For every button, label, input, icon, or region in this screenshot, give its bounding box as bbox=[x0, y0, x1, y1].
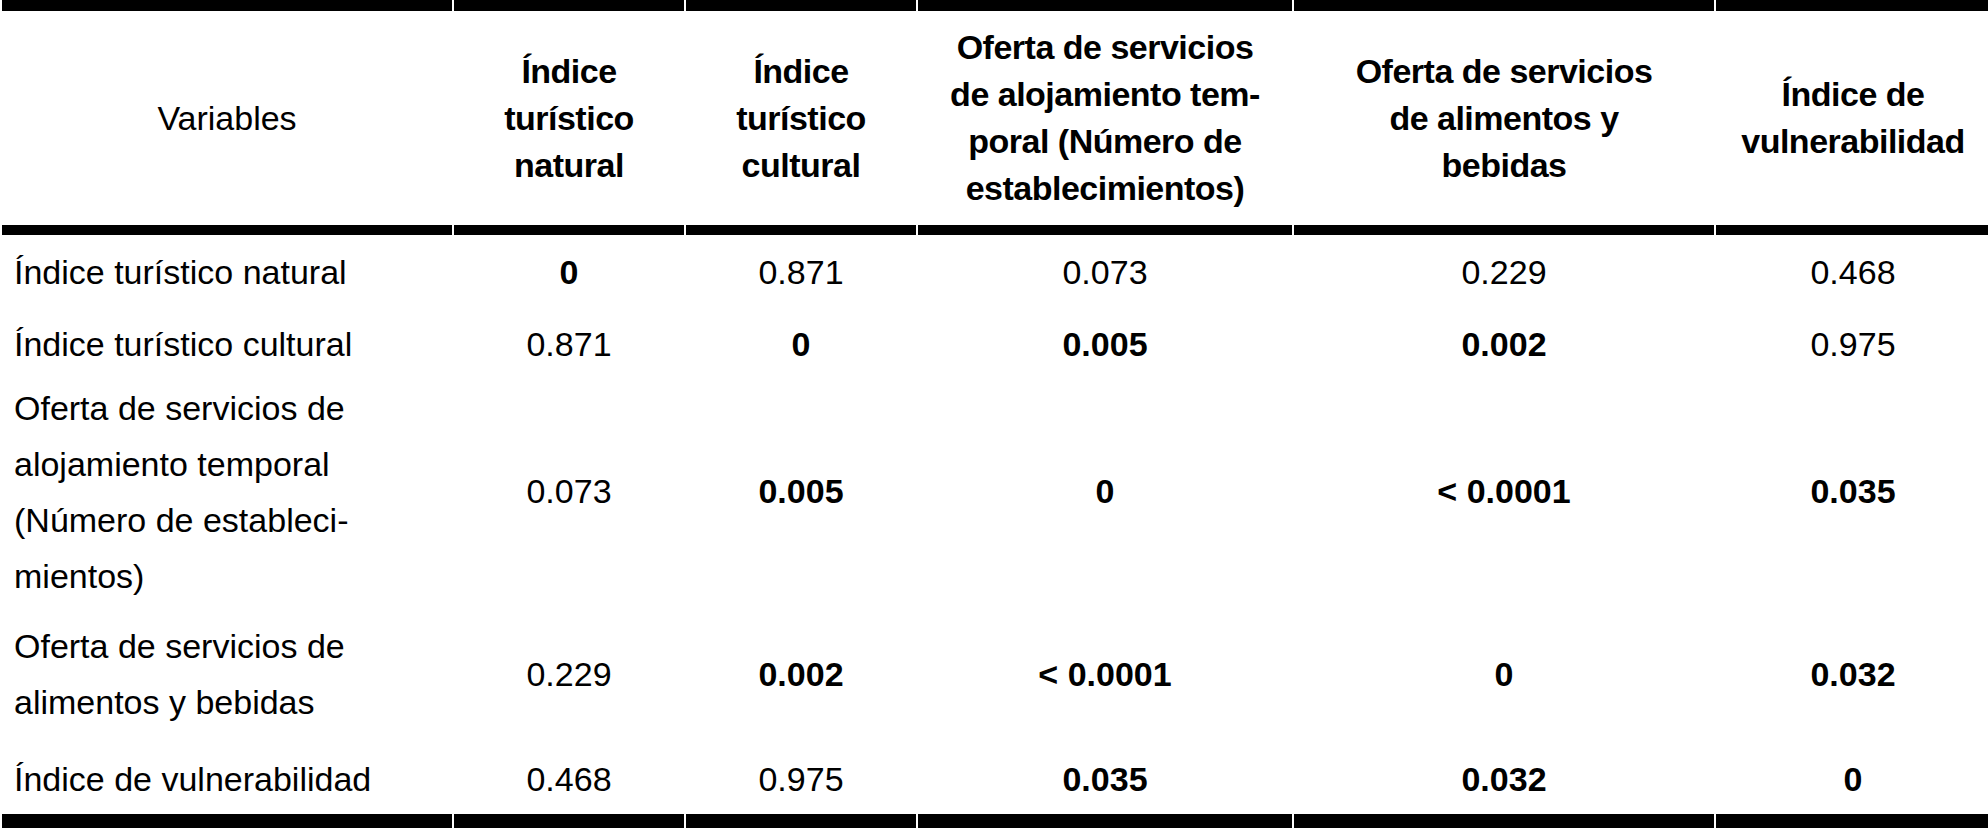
table-row: Oferta de servicios de alimentos y bebid… bbox=[2, 604, 1988, 744]
value-cell: 0.468 bbox=[1716, 235, 1988, 309]
table-row: Oferta de servicios de alojamiento tempo… bbox=[2, 379, 1988, 604]
column-header-oferta-alimentos: Oferta de servicios de alimentos y bebid… bbox=[1294, 0, 1714, 235]
value-cell: 0 bbox=[1716, 744, 1988, 828]
table-row: Índice turístico cultural 0.871 0 0.005 … bbox=[2, 309, 1988, 379]
table-body: Índice turístico natural 0 0.871 0.073 0… bbox=[2, 235, 1988, 828]
column-header-indice-turistico-natural: Índice turístico natural bbox=[454, 0, 684, 235]
row-label: Oferta de servicios de alimentos y bebid… bbox=[2, 604, 452, 744]
value-cell: 0.032 bbox=[1294, 744, 1714, 828]
row-label: Oferta de servicios de alojamiento tempo… bbox=[2, 379, 452, 604]
value-cell: 0.975 bbox=[1716, 309, 1988, 379]
value-cell: 0.002 bbox=[686, 604, 916, 744]
value-cell: 0.975 bbox=[686, 744, 916, 828]
value-cell: 0.035 bbox=[918, 744, 1292, 828]
value-cell: < 0.0001 bbox=[1294, 379, 1714, 604]
value-cell: 0 bbox=[454, 235, 684, 309]
value-cell: 0 bbox=[918, 379, 1292, 604]
value-cell: 0.871 bbox=[454, 309, 684, 379]
value-cell: 0.032 bbox=[1716, 604, 1988, 744]
row-label: Índice turístico natural bbox=[2, 235, 452, 309]
table-header: Variables Índice turístico natural Índic… bbox=[2, 0, 1988, 235]
p-value-matrix-table: Variables Índice turístico natural Índic… bbox=[0, 0, 1988, 828]
statistical-table-container: Variables Índice turístico natural Índic… bbox=[0, 0, 1988, 828]
table-row: Índice de vulnerabilidad 0.468 0.975 0.0… bbox=[2, 744, 1988, 828]
value-cell: 0.468 bbox=[454, 744, 684, 828]
value-cell: 0.005 bbox=[686, 379, 916, 604]
value-cell: < 0.0001 bbox=[918, 604, 1292, 744]
value-cell: 0.002 bbox=[1294, 309, 1714, 379]
value-cell: 0.035 bbox=[1716, 379, 1988, 604]
table-row: Índice turístico natural 0 0.871 0.073 0… bbox=[2, 235, 1988, 309]
value-cell: 0.871 bbox=[686, 235, 916, 309]
value-cell: 0.073 bbox=[454, 379, 684, 604]
column-header-oferta-alojamiento: Oferta de servicios de alojamiento tem- … bbox=[918, 0, 1292, 235]
row-label: Índice turístico cultural bbox=[2, 309, 452, 379]
column-header-indice-vulnerabilidad: Índice de vulnerabilidad bbox=[1716, 0, 1988, 235]
value-cell: 0.073 bbox=[918, 235, 1292, 309]
value-cell: 0.005 bbox=[918, 309, 1292, 379]
column-header-indice-turistico-cultural: Índice turístico cultural bbox=[686, 0, 916, 235]
value-cell: 0.229 bbox=[454, 604, 684, 744]
value-cell: 0 bbox=[1294, 604, 1714, 744]
value-cell: 0 bbox=[686, 309, 916, 379]
column-header-variables: Variables bbox=[2, 0, 452, 235]
value-cell: 0.229 bbox=[1294, 235, 1714, 309]
row-label: Índice de vulnerabilidad bbox=[2, 744, 452, 828]
